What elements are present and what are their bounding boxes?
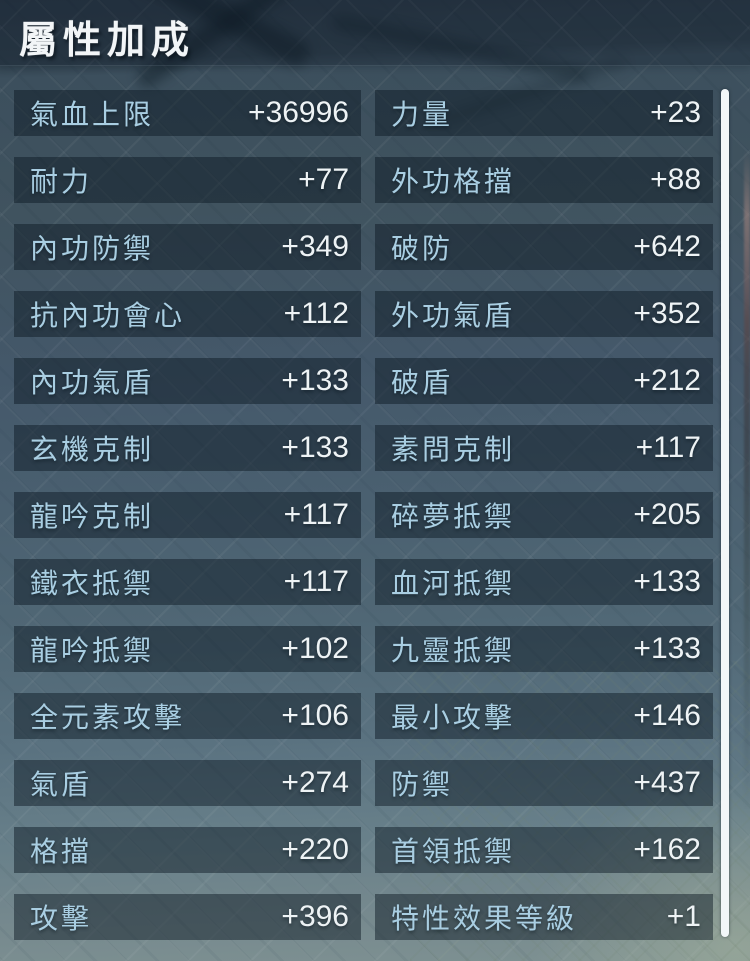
stat-row: 力量 +23 bbox=[375, 90, 713, 136]
stats-column-right: 力量 +23 外功格擋 +88 破防 +642 外功氣盾 +352 破盾 +21… bbox=[375, 90, 713, 961]
stat-label: 九靈抵禦 bbox=[391, 634, 516, 667]
stat-label: 特性效果等級 bbox=[391, 902, 578, 935]
stat-value: +274 bbox=[281, 766, 349, 799]
stat-row: 素問克制 +117 bbox=[375, 425, 713, 471]
stat-row: 外功格擋 +88 bbox=[375, 157, 713, 203]
stat-label: 全元素攻擊 bbox=[30, 701, 186, 734]
stat-label: 最小攻擊 bbox=[391, 701, 516, 734]
stat-value: +106 bbox=[281, 699, 349, 732]
stat-row: 內功氣盾 +133 bbox=[14, 358, 361, 404]
stat-value: +133 bbox=[633, 565, 701, 598]
stat-row: 破盾 +212 bbox=[375, 358, 713, 404]
stat-label: 氣血上限 bbox=[30, 98, 155, 131]
stat-value: +133 bbox=[633, 632, 701, 665]
stat-label: 玄機克制 bbox=[30, 433, 155, 466]
stat-row: 玄機克制 +133 bbox=[14, 425, 361, 471]
stat-row: 血河抵禦 +133 bbox=[375, 559, 713, 605]
stat-row: 抗內功會心 +112 bbox=[14, 291, 361, 337]
stat-value: +212 bbox=[633, 364, 701, 397]
stat-label: 龍吟克制 bbox=[30, 500, 155, 533]
scrollbar-thumb[interactable] bbox=[721, 89, 729, 937]
stat-row: 特性效果等級 +1 bbox=[375, 894, 713, 940]
stat-value: +36996 bbox=[248, 96, 349, 129]
stat-row: 外功氣盾 +352 bbox=[375, 291, 713, 337]
stat-value: +396 bbox=[281, 900, 349, 933]
stat-value: +23 bbox=[650, 96, 701, 129]
stat-label: 內功氣盾 bbox=[30, 366, 155, 399]
stat-label: 龍吟抵禦 bbox=[30, 634, 155, 667]
stat-value: +162 bbox=[633, 833, 701, 866]
stat-label: 力量 bbox=[391, 98, 454, 131]
stats-column-left: 氣血上限 +36996 耐力 +77 內功防禦 +349 抗內功會心 +112 … bbox=[14, 90, 361, 961]
stat-row: 防禦 +437 bbox=[375, 760, 713, 806]
stat-label: 素問克制 bbox=[391, 433, 516, 466]
stat-label: 外功氣盾 bbox=[391, 299, 516, 332]
header-band bbox=[0, 0, 750, 66]
stat-label: 破防 bbox=[391, 232, 454, 265]
stat-label: 格擋 bbox=[30, 835, 93, 868]
stat-value: +117 bbox=[283, 498, 349, 531]
stat-row: 最小攻擊 +146 bbox=[375, 693, 713, 739]
stat-row: 龍吟抵禦 +102 bbox=[14, 626, 361, 672]
stat-label: 氣盾 bbox=[30, 768, 93, 801]
stat-row: 首領抵禦 +162 bbox=[375, 827, 713, 873]
stat-value: +88 bbox=[650, 163, 701, 196]
stat-value: +1 bbox=[666, 900, 701, 933]
stat-value: +112 bbox=[283, 297, 349, 330]
stat-row: 全元素攻擊 +106 bbox=[14, 693, 361, 739]
stat-value: +133 bbox=[281, 364, 349, 397]
stat-label: 內功防禦 bbox=[30, 232, 155, 265]
stat-label: 防禦 bbox=[391, 768, 454, 801]
stat-row: 內功防禦 +349 bbox=[14, 224, 361, 270]
stat-value: +352 bbox=[633, 297, 701, 330]
stat-row: 破防 +642 bbox=[375, 224, 713, 270]
scrollbar-track[interactable] bbox=[720, 88, 730, 938]
stat-row: 鐵衣抵禦 +117 bbox=[14, 559, 361, 605]
stat-value: +220 bbox=[281, 833, 349, 866]
stat-value: +205 bbox=[633, 498, 701, 531]
stat-value: +349 bbox=[281, 230, 349, 263]
stat-value: +146 bbox=[633, 699, 701, 732]
stat-row: 攻擊 +396 bbox=[14, 894, 361, 940]
stat-row: 碎夢抵禦 +205 bbox=[375, 492, 713, 538]
stat-label: 耐力 bbox=[30, 165, 93, 198]
stat-value: +133 bbox=[281, 431, 349, 464]
stat-label: 鐵衣抵禦 bbox=[30, 567, 155, 600]
stat-row: 九靈抵禦 +133 bbox=[375, 626, 713, 672]
stat-label: 碎夢抵禦 bbox=[391, 500, 516, 533]
stat-value: +117 bbox=[635, 431, 701, 464]
stat-row: 耐力 +77 bbox=[14, 157, 361, 203]
stat-value: +117 bbox=[283, 565, 349, 598]
stat-value: +437 bbox=[633, 766, 701, 799]
stat-row: 氣盾 +274 bbox=[14, 760, 361, 806]
stat-label: 破盾 bbox=[391, 366, 454, 399]
stat-value: +77 bbox=[298, 163, 349, 196]
stat-row: 龍吟克制 +117 bbox=[14, 492, 361, 538]
stat-label: 抗內功會心 bbox=[30, 299, 186, 332]
panel-title: 屬性加成 bbox=[19, 18, 196, 62]
stat-label: 攻擊 bbox=[30, 902, 93, 935]
stat-row: 格擋 +220 bbox=[14, 827, 361, 873]
stat-value: +642 bbox=[633, 230, 701, 263]
stat-label: 外功格擋 bbox=[391, 165, 516, 198]
background-edge-strip bbox=[744, 150, 750, 810]
stat-label: 血河抵禦 bbox=[391, 567, 516, 600]
stat-row: 氣血上限 +36996 bbox=[14, 90, 361, 136]
stat-label: 首領抵禦 bbox=[391, 835, 516, 868]
stat-value: +102 bbox=[281, 632, 349, 665]
